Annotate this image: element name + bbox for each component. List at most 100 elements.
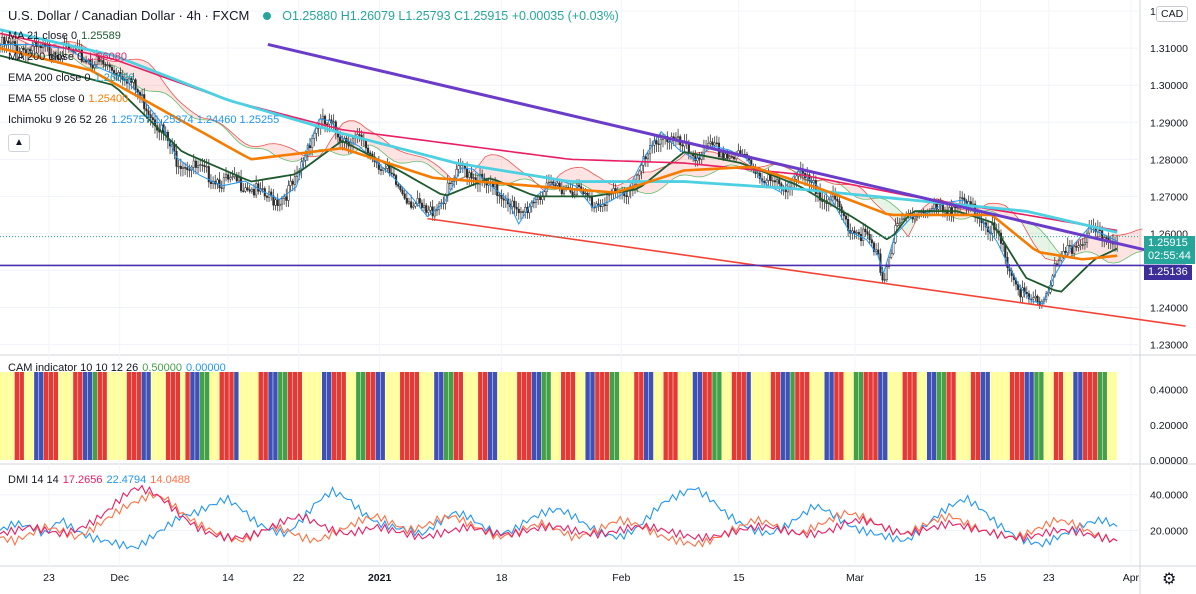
candle-body (554, 184, 557, 187)
candle-body (603, 204, 606, 206)
candle-body (646, 153, 649, 160)
candle-body (519, 211, 522, 214)
chevron-up-icon[interactable]: ▲ (8, 134, 30, 152)
candle-body (532, 201, 535, 204)
legend-ma21[interactable]: MA 21 close 0 1.25589 (8, 30, 121, 42)
candle-body (1060, 256, 1063, 261)
cam-bar (370, 372, 376, 460)
candle-body (877, 249, 880, 255)
cam-bar (1092, 372, 1098, 460)
legend-value: 17.2656 (62, 474, 103, 486)
cloud-segment (188, 109, 195, 119)
candle-body (969, 201, 972, 205)
legend-cam[interactable]: CAM indicator 10 10 12 26 0.50000 0.00000 (8, 362, 226, 374)
cam-bar (897, 372, 903, 460)
cloud-segment (1090, 236, 1097, 255)
cam-bar (307, 372, 312, 460)
candle-body (1032, 297, 1035, 300)
cam-bar (87, 372, 93, 460)
candle-body (577, 184, 581, 187)
cloud-segment (1136, 228, 1143, 253)
legend-ichimoku[interactable]: Ichimoku 9 26 52 26 1.25757 1.25374 1.244… (8, 114, 279, 126)
cam-bar (453, 372, 459, 460)
gear-icon[interactable]: ⚙ (1162, 571, 1177, 588)
cam-bar (209, 372, 215, 460)
candle-body (724, 153, 727, 159)
cloud-segment (394, 147, 400, 164)
candle-body (29, 48, 32, 52)
legend-label: Ichimoku 9 26 52 26 (8, 114, 108, 126)
trendline-lower (427, 217, 1186, 327)
candle-body (732, 157, 736, 160)
cam-bar (365, 372, 371, 460)
cam-bar (790, 372, 795, 460)
candle-body (638, 170, 641, 176)
candle-body (515, 206, 518, 210)
candle-body (605, 194, 609, 206)
legend-ma200[interactable]: MA 200 close 0 1.26080 (8, 51, 127, 63)
cloud-segment (439, 167, 446, 178)
price-tick-label: 1.23000 (1150, 340, 1188, 352)
cloud-segment (371, 131, 377, 148)
candle-body (468, 172, 471, 178)
candle-body (715, 142, 718, 144)
cam-bar (736, 372, 742, 460)
cam-bar (600, 372, 605, 460)
legend-dmi[interactable]: DMI 14 14 17.2656 22.4794 14.0488 (8, 474, 190, 486)
candle-body (1019, 289, 1022, 298)
currency-badge[interactable]: CAD (1156, 6, 1189, 22)
market-status-dot (262, 12, 271, 20)
cam-bar (595, 372, 600, 460)
candle-body (935, 203, 938, 210)
candle-body (730, 156, 733, 158)
candle-body (677, 136, 680, 139)
cloud-segment (1033, 224, 1040, 252)
candle-body (887, 257, 891, 267)
candle-body (246, 187, 249, 190)
candle-body (106, 64, 109, 66)
cam-bar (409, 372, 415, 460)
candle-body (853, 230, 856, 234)
candle-body (726, 153, 729, 159)
cam-bar (429, 372, 434, 460)
candle-body (207, 166, 210, 183)
candle-body (502, 198, 505, 201)
candle-body (1068, 245, 1071, 247)
candle-body (364, 140, 367, 149)
candle-body (892, 242, 895, 254)
cam-tick-label: 0.40000 (1150, 385, 1188, 397)
candle-body (332, 121, 335, 123)
candle-body (203, 165, 206, 168)
cam-bar (273, 372, 278, 460)
cam-bar (263, 372, 268, 460)
candle-body (903, 218, 906, 220)
legend-label: EMA 55 close 0 (8, 93, 85, 105)
cam-bar (404, 372, 410, 460)
cam-bar (439, 372, 444, 460)
level-badge: 1.25136 (1144, 265, 1192, 280)
candle-body (14, 41, 17, 46)
cam-bar (434, 372, 439, 460)
cam-bar (229, 372, 234, 460)
candle-body (313, 132, 316, 139)
candle-body (1, 37, 4, 45)
cam-bar (922, 372, 927, 460)
candle-body (405, 198, 408, 204)
cam-bar (692, 372, 698, 460)
cam-bar (902, 372, 907, 460)
dmi-line (0, 490, 1118, 548)
candle-body (220, 187, 223, 189)
cam-bar (141, 372, 146, 460)
cam-bar (239, 372, 244, 460)
candle-body (188, 169, 191, 171)
legend-ema55[interactable]: EMA 55 close 0 1.25400 (8, 93, 128, 105)
moving-averages (0, 28, 1118, 305)
cam-bar (858, 372, 864, 460)
cam-bar (9, 372, 15, 460)
candle-body (147, 110, 150, 115)
candle-body (149, 114, 152, 118)
candle-body (913, 216, 916, 220)
cloud-segment (239, 139, 246, 147)
legend-ema200[interactable]: EMA 200 close 0 1.26026 (8, 72, 134, 84)
